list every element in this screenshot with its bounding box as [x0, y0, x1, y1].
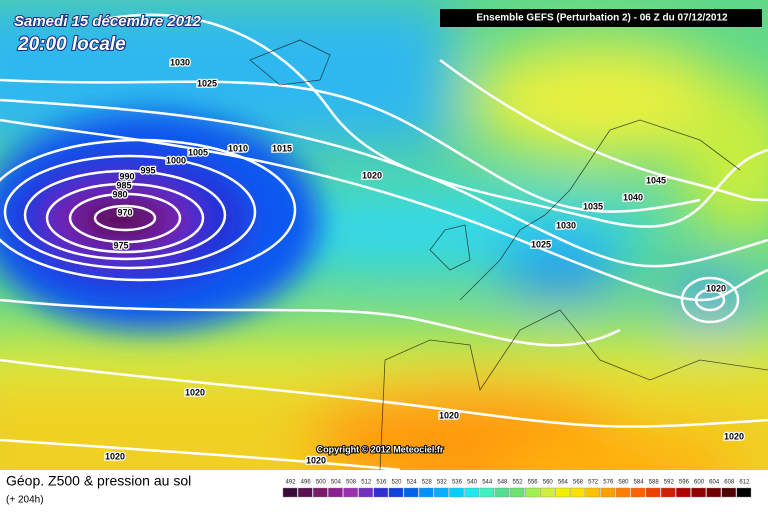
level-label: 592 [664, 480, 675, 486]
color-swatch [539, 487, 555, 498]
isobar-label: 1020 [185, 387, 205, 397]
level-label: 584 [634, 480, 645, 486]
isobar-label: 1020 [105, 451, 125, 461]
isobar-label: 1020 [362, 170, 382, 180]
level-label: 580 [618, 480, 629, 486]
color-swatch [691, 487, 706, 498]
level-label: 556 [528, 480, 539, 486]
color-swatch [615, 487, 631, 498]
level-label: 564 [558, 480, 569, 486]
color-swatch [434, 487, 449, 498]
level-label: 532 [437, 480, 448, 486]
isobar-label: 1000 [166, 155, 186, 165]
isobar-label: 1015 [272, 143, 292, 153]
color-swatch [736, 487, 752, 498]
level-label: 544 [482, 480, 493, 486]
color-swatch [570, 487, 585, 498]
color-swatch [388, 487, 404, 498]
level-label: 512 [361, 480, 372, 486]
color-swatch [524, 487, 540, 498]
isobar-label: 1010 [228, 143, 248, 153]
date-title: Samedi 15 décembre 2012 [14, 13, 201, 30]
coastlines [249, 39, 768, 470]
forecast-lead: (+ 204h) [6, 495, 44, 506]
level-label: 540 [467, 480, 478, 486]
isobar-label: 1020 [724, 431, 744, 441]
run-info: Ensemble GEFS (Perturbation 2) - 06 Z du… [476, 13, 728, 24]
level-label: 504 [331, 480, 342, 486]
color-swatch [282, 487, 298, 498]
color-swatch [479, 487, 495, 498]
level-label: 500 [316, 480, 327, 486]
level-label: 600 [694, 480, 705, 486]
isobar-label: 1045 [646, 175, 666, 185]
isobar-label: 1035 [583, 201, 603, 211]
level-label: 576 [603, 480, 614, 486]
isobar-label: 1005 [188, 147, 208, 157]
level-label: 520 [391, 480, 402, 486]
color-swatch [706, 487, 721, 498]
isobar-label: 980 [112, 189, 127, 199]
isobar-label: 1020 [706, 283, 726, 293]
level-label: 552 [512, 480, 523, 486]
isobar-label: 1040 [623, 192, 643, 202]
color-swatch [555, 487, 570, 498]
isobar-label: 1025 [531, 239, 551, 249]
color-swatch [313, 487, 328, 498]
level-label: 496 [301, 480, 312, 486]
level-label: 536 [452, 480, 463, 486]
level-label: 608 [724, 480, 735, 486]
local-time: 20:00 locale [17, 34, 126, 55]
level-label: 528 [422, 480, 433, 486]
color-scale: 492 496 500 504 508 512 516 520 524 528 532 536 540 5… [282, 480, 752, 498]
level-label: 572 [588, 480, 599, 486]
level-label: 596 [679, 480, 690, 486]
color-swatch [449, 487, 464, 498]
level-label: 492 [286, 480, 297, 486]
color-swatch [661, 487, 676, 498]
legend-title: Géop. Z500 & pression au sol [6, 473, 191, 489]
run-info-box [440, 9, 762, 27]
color-swatch [676, 487, 691, 498]
color-swatch [328, 487, 343, 498]
level-label: 524 [407, 480, 418, 486]
isobar-label: 985 [116, 180, 131, 190]
color-swatch [297, 487, 313, 498]
copyright: Copyright © 2012 Meteociel.fr [317, 444, 444, 454]
isobar-label: 1020 [306, 455, 326, 465]
color-swatch [403, 487, 419, 498]
level-label: 568 [573, 480, 584, 486]
color-swatch [509, 487, 525, 498]
color-swatch [630, 487, 646, 498]
isobar-label: 1030 [170, 57, 190, 67]
isobar-label: 995 [140, 165, 155, 175]
color-swatch [418, 487, 434, 498]
level-label: 516 [376, 480, 387, 486]
isobar-label: 990 [119, 171, 134, 181]
isobar-label: 975 [113, 240, 128, 250]
color-swatch [494, 487, 510, 498]
isobar-label: 1020 [439, 410, 459, 420]
isobar-label: 1025 [197, 78, 217, 88]
isobar-label: 1030 [556, 220, 576, 230]
level-label: 588 [649, 480, 660, 486]
color-swatch [358, 487, 373, 498]
level-label: 560 [543, 480, 554, 486]
color-swatch [645, 487, 661, 498]
level-label: 548 [497, 480, 508, 486]
color-swatch [721, 487, 737, 498]
color-swatch [464, 487, 479, 498]
color-swatch [600, 487, 616, 498]
level-label: 612 [739, 480, 750, 486]
color-swatch [373, 487, 389, 498]
isobar-label: 970 [117, 207, 132, 217]
level-label: 604 [709, 480, 720, 486]
color-swatch [585, 487, 600, 498]
color-swatch [343, 487, 358, 498]
isobars [0, 13, 768, 470]
level-label: 508 [346, 480, 357, 486]
